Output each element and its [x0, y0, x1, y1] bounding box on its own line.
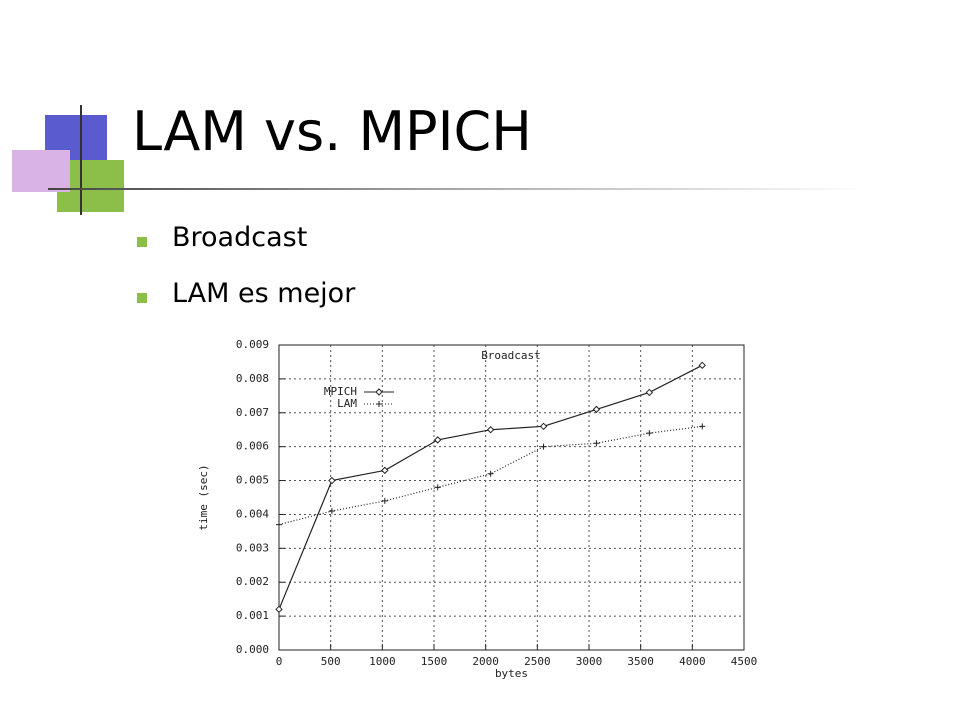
marker — [645, 388, 654, 397]
legend-marker — [376, 401, 382, 407]
plot-frame — [278, 344, 745, 651]
x-tick-label: 4000 — [679, 655, 706, 668]
marker — [699, 423, 706, 430]
bullet-marker — [137, 293, 147, 303]
deco-hline — [48, 188, 868, 190]
x-axis-label: bytes — [495, 667, 528, 680]
bullet-text: LAM es mejor — [172, 278, 356, 309]
marker — [486, 426, 495, 434]
y-tick-label: 0.009 — [236, 338, 269, 351]
marker — [593, 440, 600, 447]
y-tick-label: 0.001 — [236, 609, 269, 622]
series-line — [278, 425, 703, 526]
bullet-text: Broadcast — [172, 222, 308, 253]
x-tick-label: 2500 — [524, 655, 551, 668]
marker — [381, 497, 388, 504]
marker — [434, 484, 441, 491]
x-tick-label: 0 — [276, 655, 283, 668]
x-tick-label: 4500 — [731, 655, 758, 668]
deco-vline — [80, 105, 82, 215]
marker — [540, 443, 547, 450]
x-tick-label: 1500 — [421, 655, 448, 668]
legend-marker — [375, 388, 383, 396]
x-tick-label: 1000 — [369, 655, 396, 668]
legend-label: MPICH — [324, 385, 357, 398]
y-tick-label: 0.008 — [236, 372, 269, 385]
marker — [434, 436, 442, 444]
marker — [276, 521, 282, 528]
chart-title: Broadcast — [481, 349, 541, 362]
x-tick-label: 500 — [321, 655, 341, 668]
y-tick-label: 0.003 — [236, 541, 269, 554]
bullet-marker — [137, 237, 147, 247]
marker — [275, 605, 283, 614]
x-tick-label: 3500 — [627, 655, 654, 668]
marker — [646, 430, 653, 437]
y-tick-label: 0.002 — [236, 575, 269, 588]
marker — [328, 508, 335, 515]
legend-label: LAM — [337, 397, 357, 410]
y-tick-label: 0.005 — [236, 474, 269, 487]
x-tick-label: 2000 — [472, 655, 499, 668]
y-tick-label: 0.004 — [236, 507, 269, 520]
marker — [381, 466, 389, 475]
deco-pink — [12, 150, 70, 192]
slide-title: LAM vs. MPICH — [132, 100, 532, 163]
marker — [539, 422, 548, 431]
y-tick-label: 0.006 — [236, 440, 269, 453]
y-axis-label: time (sec) — [197, 464, 210, 530]
y-tick-label: 0.007 — [236, 406, 269, 419]
marker — [328, 476, 336, 485]
y-tick-label: 0.000 — [236, 643, 269, 656]
marker — [487, 470, 494, 477]
x-tick-label: 3000 — [576, 655, 603, 668]
marker — [592, 405, 601, 414]
marker — [698, 361, 706, 370]
